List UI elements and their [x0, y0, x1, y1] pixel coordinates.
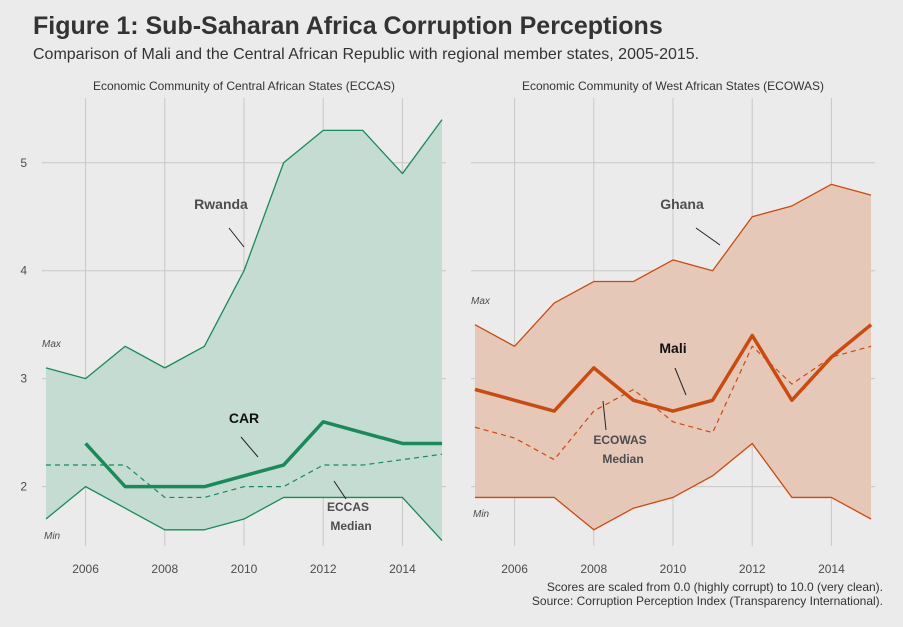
x-tick-label: 2008: [580, 562, 607, 576]
min-label: Min: [44, 531, 61, 542]
y-tick-label: 5: [20, 156, 27, 170]
country-line: [474, 323, 873, 413]
annotation-pointer: [602, 400, 607, 431]
x-tick-label: 2012: [310, 562, 337, 576]
x-tick-label: 2006: [501, 562, 528, 576]
annotation-pointer: [674, 367, 687, 396]
min-line: [45, 485, 443, 542]
x-tick-label: 2010: [660, 562, 687, 576]
caption-source: Source: Corruption Perception Index (Tra…: [531, 594, 883, 608]
panel-title: Economic Community of Central African St…: [93, 79, 395, 93]
median-line: [45, 453, 443, 499]
y-tick-label: 4: [20, 264, 27, 278]
annotation-pointer: [240, 436, 259, 458]
chart-panel-eccas: Economic Community of Central African St…: [20, 79, 446, 576]
caption-scale-note: Scores are scaled from 0.0 (highly corru…: [546, 580, 883, 594]
range-ribbon: [45, 119, 443, 541]
max-line: [45, 119, 443, 380]
country-line: [84, 420, 443, 489]
annotation-label: Median: [330, 519, 371, 533]
x-tick-label: 2010: [231, 562, 258, 576]
panel-title: Economic Community of West African State…: [522, 79, 824, 93]
y-tick-label: 2: [20, 480, 27, 494]
median-line: [474, 345, 872, 461]
figure-title: Figure 1: Sub-Saharan Africa Corruption …: [33, 12, 663, 40]
max-label: Max: [471, 296, 491, 307]
annotation-label: Ghana: [660, 196, 704, 212]
range-ribbon: [474, 184, 872, 530]
annotation-pointer: [228, 227, 245, 248]
annotation-label: Rwanda: [194, 196, 248, 212]
max-label: Max: [42, 339, 62, 350]
x-tick-label: 2012: [739, 562, 766, 576]
annotation-label: Mali: [659, 340, 686, 356]
figure-caption: Scores are scaled from 0.0 (highly corru…: [532, 580, 883, 608]
chart-panel-ecowas: Economic Community of West African State…: [471, 79, 875, 576]
annotation-label: ECOWAS: [593, 433, 646, 447]
x-tick-label: 2006: [72, 562, 99, 576]
max-line: [474, 183, 872, 347]
annotation-pointer: [333, 480, 347, 500]
annotation-label: CAR: [229, 410, 259, 426]
figure-subtitle: Comparison of Mali and the Central Afric…: [33, 46, 700, 63]
min-line: [474, 442, 872, 531]
min-label: Min: [473, 509, 490, 520]
x-tick-label: 2008: [151, 562, 178, 576]
x-tick-label: 2014: [818, 562, 845, 576]
annotation-label: Median: [602, 452, 643, 466]
x-tick-label: 2014: [389, 562, 416, 576]
annotation-label: ECCAS: [327, 500, 369, 514]
annotation-pointer: [695, 227, 721, 246]
y-tick-label: 3: [20, 372, 27, 386]
